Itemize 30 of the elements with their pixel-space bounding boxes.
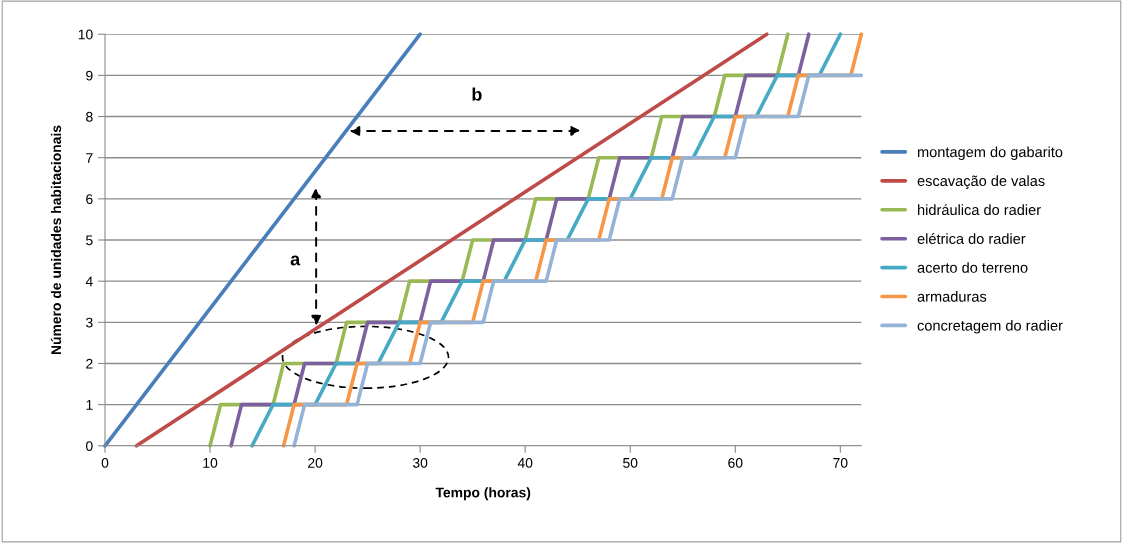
legend-label: acerto do terreno — [917, 262, 1028, 273]
legend-label: concretagem do radier — [917, 319, 1063, 334]
x-tick-label: 60 — [728, 457, 743, 468]
legend-label: armaduras — [917, 291, 987, 302]
annotation: a — [290, 255, 301, 266]
y-tick-label: 6 — [86, 194, 93, 205]
y-tick-label: 4 — [85, 276, 93, 287]
legend-label: montagem do gabarito — [918, 146, 1063, 161]
x-tick-label: 30 — [412, 457, 428, 468]
x-tick-label: 40 — [517, 457, 533, 468]
legend-label: escavação de valas — [917, 175, 1045, 190]
x-tick-label: 70 — [833, 457, 848, 468]
legend-label: hidráulica do radier — [918, 204, 1041, 216]
x-tick-label: 20 — [308, 457, 323, 468]
y-tick-label: 2 — [86, 358, 93, 369]
y-axis-title: Número de unidades habitacionais — [50, 125, 62, 355]
x-tick-label: 0 — [101, 457, 109, 468]
y-tick-label: 10 — [78, 29, 93, 40]
x-tick-label: 10 — [203, 457, 218, 468]
y-tick-label: 0 — [86, 441, 93, 451]
y-tick-label: 3 — [86, 317, 93, 328]
x-axis-title: Tempo (horas) — [435, 487, 531, 501]
legend-label: elétrica do radier — [917, 233, 1026, 244]
y-tick-label: 1 — [86, 400, 93, 410]
annotation: b — [472, 87, 482, 101]
y-tick-label: 5 — [86, 235, 93, 246]
x-tick-label: 50 — [623, 457, 638, 468]
y-tick-label: 9 — [86, 70, 93, 81]
y-tick-label: 8 — [86, 111, 93, 122]
y-tick-label: 7 — [86, 153, 93, 163]
